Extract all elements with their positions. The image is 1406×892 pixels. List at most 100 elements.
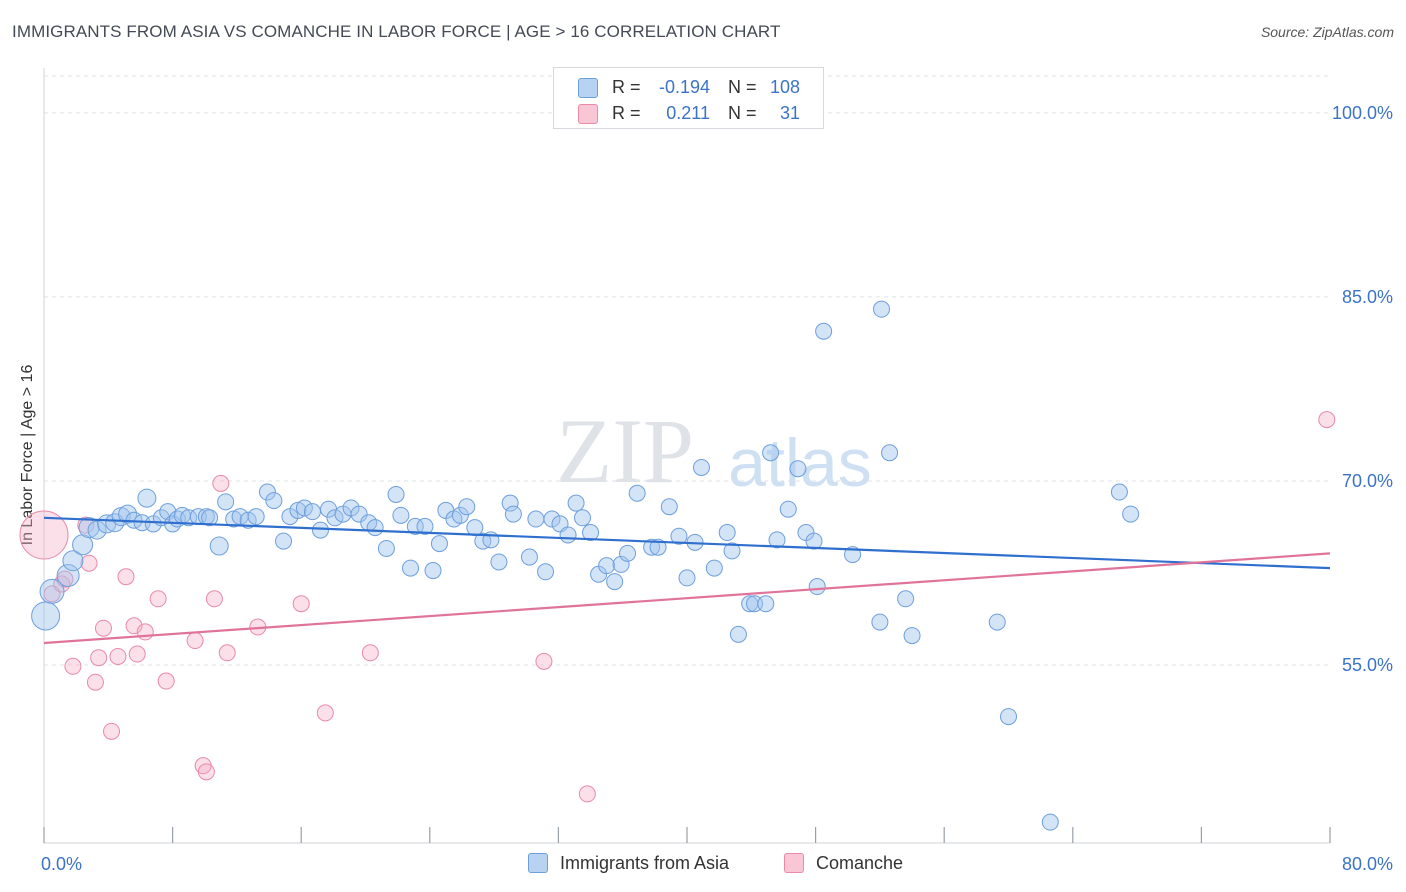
n-value-asia: 108 <box>769 77 800 97</box>
asia-point <box>458 498 476 516</box>
legend-swatch-asia <box>528 853 548 873</box>
asia-point <box>118 504 138 524</box>
asia-point <box>275 532 293 550</box>
asia-point <box>377 539 395 557</box>
asia-point <box>692 458 710 476</box>
asia-point <box>520 548 538 566</box>
asia-point <box>897 590 915 608</box>
comanche-point <box>117 568 135 586</box>
n-value-comanche: 31 <box>779 103 800 123</box>
asia-point <box>628 484 646 502</box>
asia-point <box>619 544 637 562</box>
asia-point <box>350 505 368 523</box>
asia-point <box>988 613 1006 631</box>
comanche-point <box>109 647 127 665</box>
r-label: R = <box>612 103 641 123</box>
asia-point <box>406 517 424 535</box>
asia-point <box>768 531 786 549</box>
asia-point <box>402 559 420 577</box>
comanche-point <box>292 595 310 613</box>
asia-point <box>559 526 577 544</box>
asia-point <box>451 506 469 524</box>
asia-point <box>543 510 561 528</box>
asia-point <box>62 550 84 572</box>
comanche-point <box>128 645 146 663</box>
asia-point <box>789 460 807 478</box>
asia-point <box>239 511 257 529</box>
asia-point <box>729 625 747 643</box>
asia-point <box>1122 505 1140 523</box>
trend-lines <box>43 516 1331 645</box>
asia-point <box>247 508 265 526</box>
asia-point <box>490 553 508 571</box>
comanche-point <box>535 652 553 670</box>
y-tick-label: 85.0% <box>1342 287 1393 307</box>
legend-swatch-comanche <box>784 853 804 873</box>
r-label: R = <box>612 77 641 97</box>
asia-point <box>387 485 405 503</box>
y-tick-label: 100.0% <box>1332 103 1393 123</box>
asia-point <box>31 601 61 631</box>
comanche-point <box>157 672 175 690</box>
r-value-asia: -0.194 <box>658 77 710 97</box>
asia-point <box>723 542 741 560</box>
comanche-point <box>136 623 154 641</box>
legend-label-comanche: Comanche <box>816 853 904 873</box>
asia-point <box>1000 708 1017 726</box>
asia-point <box>87 520 107 540</box>
asia-point <box>311 521 329 539</box>
comanche-point <box>103 722 121 740</box>
asia-point <box>137 488 157 508</box>
watermark-atlas: atlas <box>728 425 872 501</box>
comanche-point <box>316 704 334 722</box>
comanche-point <box>80 554 98 572</box>
asia-point <box>416 517 434 535</box>
asia-point <box>39 578 65 604</box>
asia-point <box>643 538 661 556</box>
asia-point <box>612 555 630 573</box>
asia-point <box>815 322 833 340</box>
asia-point <box>705 559 723 577</box>
legend-swatch-asia <box>578 78 598 98</box>
asia-point <box>670 527 688 545</box>
asia-point <box>606 573 624 591</box>
r-value-comanche: 0.211 <box>666 103 710 123</box>
comanche-point <box>186 632 204 650</box>
asia-point <box>779 500 797 518</box>
watermark-zip: ZIP <box>556 400 694 502</box>
asia-point <box>582 524 600 542</box>
asia-point <box>881 444 899 462</box>
comanche-point <box>361 644 379 662</box>
comanche-point <box>578 785 596 803</box>
asia-point <box>567 494 585 512</box>
trend-line-asia <box>43 516 1331 570</box>
asia-point <box>873 300 891 318</box>
stats-legend: R = -0.194 N = 108 R = 0.211 N = 31 <box>553 67 824 129</box>
asia-point <box>303 503 321 521</box>
asia-point <box>660 498 678 516</box>
watermark: ZIP atlas <box>556 400 872 502</box>
x-tick-label: 80.0% <box>1342 854 1393 874</box>
source-label: Source: ZipAtlas.com <box>1260 24 1394 40</box>
series-comanche-points <box>19 411 1336 803</box>
asia-point <box>501 494 519 512</box>
asia-point <box>574 509 592 527</box>
comanche-point <box>86 673 104 691</box>
asia-point <box>265 492 283 510</box>
asia-point <box>201 509 219 527</box>
tick-labels: 55.0% 70.0% 85.0% 100.0% 0.0% 80.0% <box>41 103 1393 874</box>
legend-label-asia: Immigrants from Asia <box>560 853 730 873</box>
asia-point <box>424 562 442 580</box>
asia-point <box>871 613 889 631</box>
asia-point <box>392 506 410 524</box>
asia-point <box>217 493 235 511</box>
asia-point <box>326 509 344 527</box>
asia-point <box>258 483 276 501</box>
comanche-point <box>218 644 236 662</box>
comanche-point <box>94 619 112 637</box>
legend-swatch-comanche <box>578 104 598 124</box>
asia-point <box>903 627 921 645</box>
comanche-point <box>205 590 223 608</box>
chart-title: IMMIGRANTS FROM ASIA VS COMANCHE IN LABO… <box>12 22 781 41</box>
